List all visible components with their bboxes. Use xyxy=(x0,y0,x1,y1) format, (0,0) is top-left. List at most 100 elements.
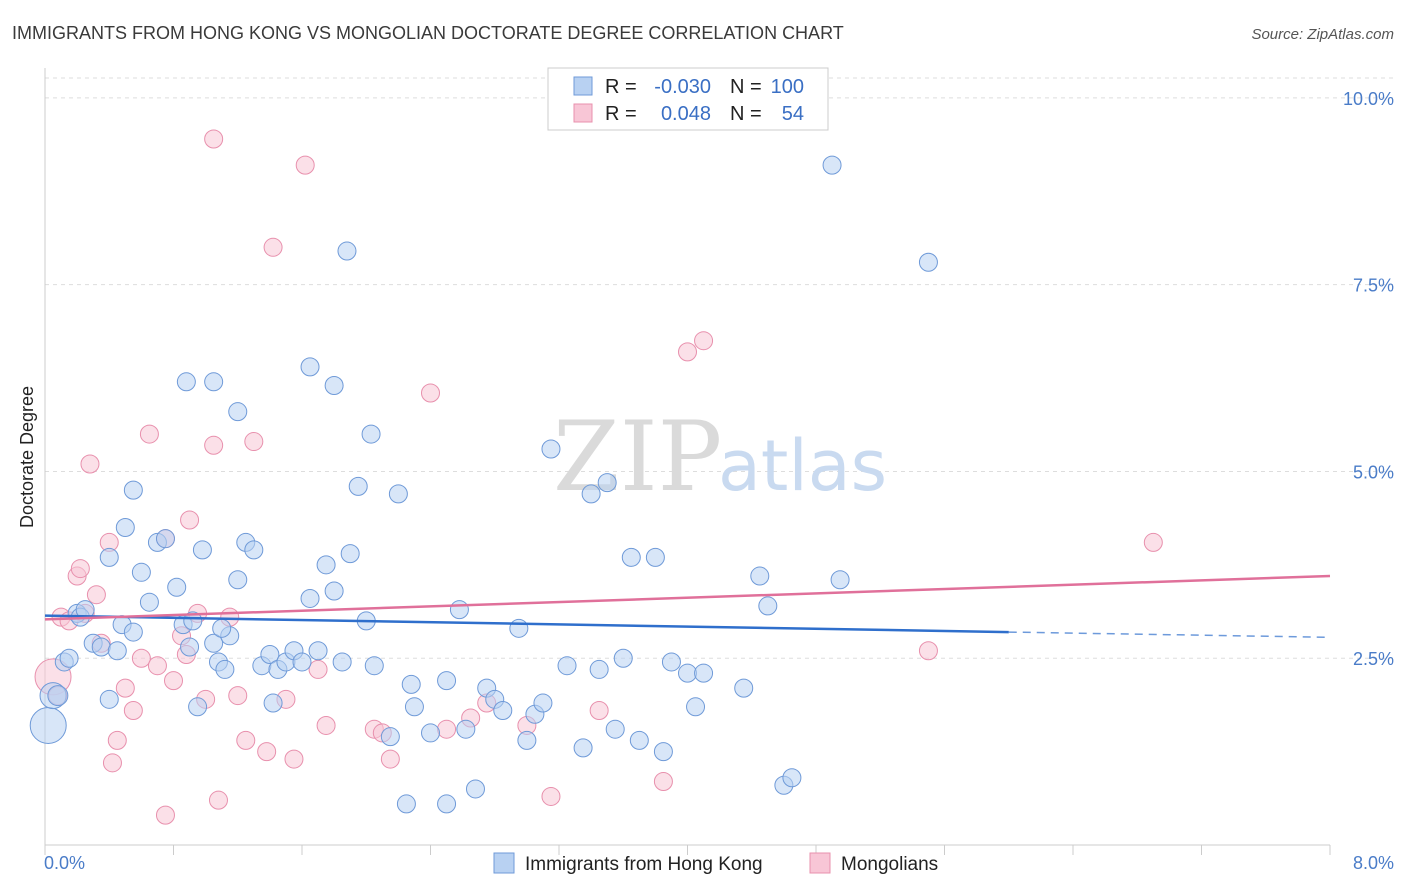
hong-kong-point xyxy=(176,372,196,392)
hong-kong-point xyxy=(99,689,119,709)
hong-kong-point xyxy=(204,633,224,653)
hong-kong-point xyxy=(348,476,368,496)
hong-kong-point xyxy=(589,659,609,679)
mongolians-point xyxy=(541,786,561,806)
legend-n-value-2: 54 xyxy=(782,103,804,125)
mongolians-point xyxy=(102,753,122,773)
hong-kong-point xyxy=(437,671,457,691)
hong-kong-point xyxy=(493,701,513,721)
x-tick-label-min: 0.0% xyxy=(44,853,85,873)
y-tick-label: 5.0% xyxy=(1353,462,1394,482)
hong-kong-point xyxy=(629,730,649,750)
hong-kong-point xyxy=(300,357,320,377)
hong-kong-point xyxy=(244,540,264,560)
mongolians-point xyxy=(380,749,400,769)
hong-kong-point xyxy=(123,622,143,642)
legend-r-value-1: -0.030 xyxy=(654,76,711,98)
x-tick-label-max: 8.0% xyxy=(1353,853,1394,873)
tick-labels: 2.5% 5.0% 7.5% 10.0% 0.0% 8.0% xyxy=(44,89,1394,873)
hong-kong-point xyxy=(99,547,119,567)
mongolians-point xyxy=(80,454,100,474)
hong-kong-point xyxy=(421,723,440,743)
hong-kong-point xyxy=(324,581,344,601)
hong-kong-point xyxy=(581,484,601,504)
hong-kong-point xyxy=(533,693,553,713)
hong-kong-point xyxy=(260,644,280,664)
grid-lines xyxy=(45,77,1394,659)
hong-kong-point xyxy=(661,652,681,672)
hong-kong-point xyxy=(509,618,529,638)
mongolians-point xyxy=(204,435,224,455)
mongolians-point xyxy=(316,715,336,735)
watermark-atlas: atlas xyxy=(718,425,887,507)
hong-kong-point xyxy=(324,376,344,396)
hong-kong-point xyxy=(364,656,384,676)
mongolians-point xyxy=(208,790,228,810)
hong-kong-point xyxy=(308,641,328,661)
mongolians-point xyxy=(284,749,304,769)
watermark-zip: ZIP xyxy=(553,401,722,513)
hong-kong-point xyxy=(573,738,593,758)
mongolians-point xyxy=(653,771,673,791)
bottom-legend-label-2: Mongolians xyxy=(841,854,938,875)
mongolians-point xyxy=(147,656,167,676)
hong-kong-point xyxy=(517,730,537,750)
y-tick-label: 2.5% xyxy=(1353,649,1394,669)
mongolians-point xyxy=(139,424,159,444)
hong-kong-point xyxy=(380,727,400,747)
mongolians-point xyxy=(228,686,248,706)
mongolians-point xyxy=(236,730,256,750)
hong-kong-point xyxy=(456,719,476,739)
hong-kong-point xyxy=(653,742,673,762)
chart-source: Source: ZipAtlas.com xyxy=(1251,26,1394,43)
legend-box: R = -0.030 N = 100 R = 0.048 N = 54 xyxy=(547,67,829,131)
hong-kong-point xyxy=(215,659,235,679)
legend-r-label-1: R = xyxy=(605,76,637,98)
legend-r-value-2: 0.048 xyxy=(661,103,711,125)
mongolians-point xyxy=(107,730,127,750)
hong-kong-point xyxy=(228,402,248,422)
hong-kong-point xyxy=(401,674,421,694)
hong-kong-point xyxy=(316,555,336,575)
mongolians-point xyxy=(694,331,714,351)
hong-kong-point xyxy=(192,540,212,560)
bottom-legend-swatch-pink xyxy=(809,852,831,874)
hong-kong-point xyxy=(59,648,79,668)
hong-kong-point xyxy=(388,484,408,504)
mongolians-point xyxy=(295,155,315,175)
hong-kong-point xyxy=(396,794,416,814)
hong-kong-point xyxy=(782,768,802,788)
hong-kong-point xyxy=(212,618,232,638)
hong-kong-point xyxy=(404,697,424,717)
hong-kong-point xyxy=(300,588,320,608)
mongolians-point xyxy=(421,383,440,403)
legend-n-label-1: N = xyxy=(730,76,762,98)
hong-kong-point xyxy=(155,529,175,549)
hong-kong-point xyxy=(613,648,633,668)
mongolians-point xyxy=(86,585,106,605)
chart-title: IMMIGRANTS FROM HONG KONG VS MONGOLIAN D… xyxy=(12,23,844,43)
mongolians-point xyxy=(263,237,283,257)
hong-kong-point xyxy=(361,424,381,444)
mongolians-point xyxy=(115,678,135,698)
hong-kong-point xyxy=(694,663,714,683)
hong-kong-point xyxy=(830,570,850,590)
legend-r-label-2: R = xyxy=(605,103,637,125)
hong-kong-point xyxy=(449,600,469,620)
hong-kong-point xyxy=(758,596,778,616)
bottom-legend-label-1: Immigrants from Hong Kong xyxy=(525,854,763,875)
hong-kong-point xyxy=(107,641,127,661)
hong-kong-point xyxy=(123,480,143,500)
hong-kong-trend-extension xyxy=(1008,631,1331,639)
hong-kong-point xyxy=(605,719,625,739)
hong-kong-point xyxy=(131,562,151,582)
mongolians-point xyxy=(678,342,697,362)
mongolians-point xyxy=(180,510,200,530)
legend-swatch-pink xyxy=(573,103,593,123)
hong-kong-point xyxy=(180,637,200,657)
hong-kong-point xyxy=(29,706,67,744)
mongolians-point xyxy=(131,648,151,668)
mongolians-point xyxy=(257,742,277,762)
hong-kong-point xyxy=(541,439,561,459)
